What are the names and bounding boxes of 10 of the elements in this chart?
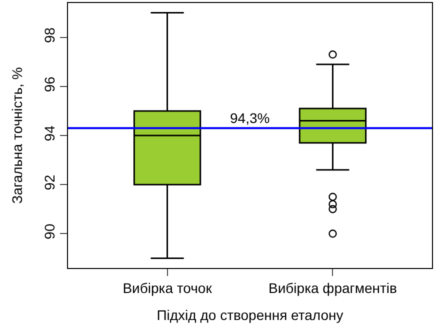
x-tick-label: Вибірка точок [122,280,213,296]
x-tick-label: Вибірка фрагментів [268,280,397,296]
y-axis-title: Загальна точність, % [9,67,25,204]
x-axis-title: Підхід до створення еталону [156,307,344,324]
y-tick-label: 92 [41,174,58,190]
y-tick-label: 96 [41,76,58,92]
y-tick-label: 90 [41,224,58,240]
ref-line-label: 94,3% [230,110,270,126]
y-tick-label: 94 [41,125,58,142]
y-tick-label: 98 [41,27,58,44]
